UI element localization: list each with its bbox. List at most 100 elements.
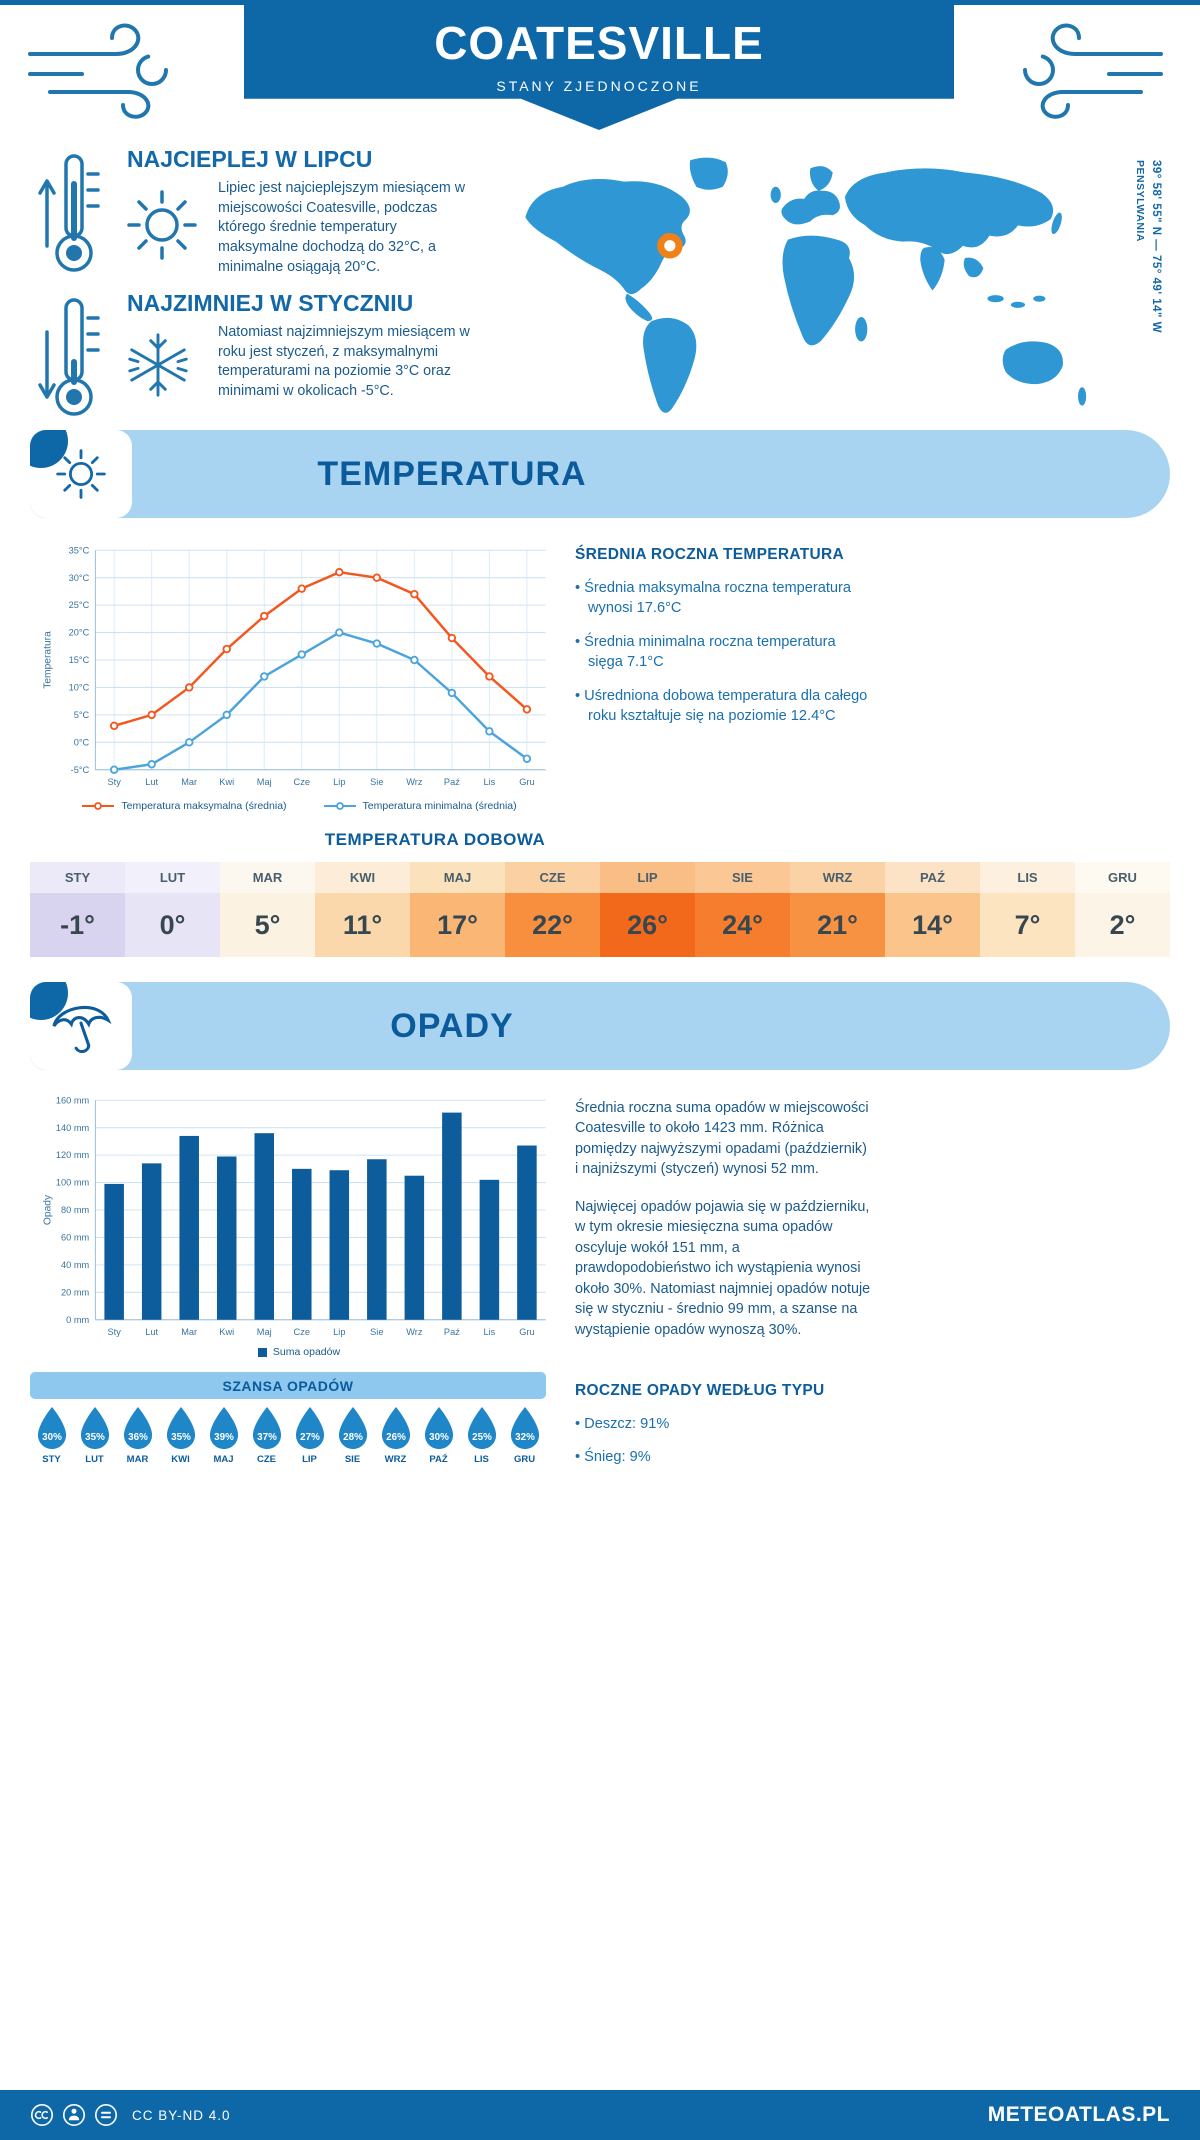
svg-text:Maj: Maj [257, 1327, 272, 1337]
daily-value-cell: 14° [885, 893, 980, 957]
header-banner: COATESVILLE STANY ZJEDNOCZONE [244, 0, 954, 130]
license-block: CC BY-ND 4.0 [30, 2103, 231, 2127]
chance-value: 26% [386, 1432, 406, 1443]
daily-value-cell: 0° [125, 893, 220, 957]
svg-text:Sty: Sty [107, 777, 121, 787]
chance-month-label: LIP [302, 1454, 317, 1465]
daily-month-cell: WRZ [790, 862, 885, 893]
page-subtitle: STANY ZJEDNOCZONE [496, 78, 702, 94]
precipitation-type-bullet: • Śnieg: 9% [575, 1449, 651, 1466]
chance-month-label: STY [42, 1454, 61, 1465]
chance-value: 37% [257, 1432, 277, 1443]
daily-value-cell: 22° [505, 893, 600, 957]
temperature-bullet: • Średnia minimalna roczna temperatura s… [575, 633, 836, 671]
svg-text:Lut: Lut [145, 777, 158, 787]
svg-text:5°C: 5°C [74, 710, 90, 720]
precipitation-chart-svg: 0 mm 20 mm 40 mm 60 mm 80 mm 100 mm 120 mm 140 … [42, 1095, 546, 1337]
water-drop-icon: 36% [123, 1406, 152, 1450]
chart-legend-item: Temperatura minimalna (średnia) [323, 800, 517, 812]
chance-value: 27% [300, 1432, 320, 1443]
daily-month-cell: LIP [600, 862, 695, 893]
precipitation-chart-legend: Suma opadów [40, 1346, 558, 1358]
cc-icon [31, 2104, 53, 2126]
chance-drops-row: 30% STY 35% LUT 36% MAR 35% KWI 39% MAJ 37% CZE 27% L… [30, 1406, 546, 1465]
bar [292, 1168, 312, 1320]
daily-value-cell: 17° [410, 893, 505, 957]
svg-text:20 mm: 20 mm [61, 1287, 89, 1297]
snowflake-icon [128, 333, 188, 397]
sun-icon [127, 190, 197, 260]
svg-text:Lis: Lis [483, 777, 495, 787]
bar [216, 1156, 237, 1320]
svg-text:-5°C: -5°C [71, 765, 90, 775]
svg-text:Cze: Cze [294, 1327, 310, 1337]
svg-text:Sty: Sty [107, 1327, 121, 1337]
bar [442, 1112, 462, 1320]
chance-value: 35% [85, 1432, 105, 1443]
daily-month-cell: PAŹ [885, 862, 980, 893]
svg-text:15°C: 15°C [69, 655, 90, 665]
region-label: PENSYLWANIA [1134, 160, 1146, 242]
wind-icon [1023, 23, 1163, 119]
chance-drop: 35% KWI [159, 1406, 202, 1465]
water-drop-icon: 32% [510, 1406, 539, 1450]
chance-value: 28% [343, 1432, 363, 1443]
daily-month-cell: LUT [125, 862, 220, 893]
svg-text:20°C: 20°C [69, 628, 90, 638]
water-drop-icon: 35% [166, 1406, 195, 1450]
chance-month-label: LUT [85, 1454, 104, 1465]
daily-month-cell: MAR [220, 862, 315, 893]
svg-text:120 mm: 120 mm [56, 1150, 90, 1160]
chance-value: 25% [472, 1432, 492, 1443]
water-drop-icon: 37% [252, 1406, 281, 1450]
bar [367, 1159, 387, 1320]
chance-month-label: WRZ [384, 1454, 407, 1465]
chance-drop: 27% LIP [288, 1406, 331, 1465]
temperature-banner-tile [30, 430, 132, 518]
chance-drop: 37% CZE [245, 1406, 288, 1465]
chance-value: 39% [214, 1432, 234, 1443]
temperature-bullets: • Średnia maksymalna roczna temperatura … [575, 578, 871, 727]
daily-month-cell: CZE [505, 862, 600, 893]
chance-value: 30% [42, 1432, 62, 1443]
bar [517, 1145, 537, 1320]
chance-drop: 35% LUT [73, 1406, 116, 1465]
svg-text:Gru: Gru [519, 1327, 534, 1337]
wind-icon [28, 23, 168, 119]
temperature-section-title: TEMPERATURA [317, 455, 587, 493]
warmest-text: Lipiec jest najcieplejszym miesiącem w m… [218, 180, 466, 275]
coldest-title: NAJZIMNIEJ W STYCZNIU [127, 290, 414, 316]
svg-text:Lut: Lut [145, 1327, 158, 1337]
chance-value: 32% [515, 1432, 535, 1443]
coldest-month-section: NAJZIMNIEJ W STYCZNIU Natomiast najzimni… [35, 290, 485, 432]
svg-text:Kwi: Kwi [219, 1327, 234, 1337]
attribution-person-icon [63, 2104, 85, 2126]
daily-value-cell: 11° [315, 893, 410, 957]
chance-month-label: MAR [126, 1454, 149, 1465]
daily-value-cell: 7° [980, 893, 1075, 957]
chance-of-precipitation-title: SZANSA OPADÓW [30, 1372, 546, 1399]
svg-text:Lis: Lis [483, 1327, 495, 1337]
page-title: COATESVILLE [434, 17, 764, 69]
chance-month-label: MAJ [213, 1454, 234, 1465]
svg-text:Mar: Mar [181, 777, 197, 787]
chance-value: 36% [128, 1432, 148, 1443]
chance-month-label: PAŹ [429, 1454, 448, 1465]
svg-text:10°C: 10°C [69, 683, 90, 693]
svg-text:Kwi: Kwi [219, 777, 234, 787]
water-drop-icon: 28% [338, 1406, 367, 1450]
temperature-bullet: • Uśredniona dobowa temperatura dla całe… [575, 687, 868, 725]
daily-month-cell: STY [30, 862, 125, 893]
chance-value: 30% [429, 1432, 449, 1443]
daily-month-cell: KWI [315, 862, 410, 893]
svg-text:Wrz: Wrz [406, 1327, 423, 1337]
svg-text:30°C: 30°C [69, 573, 90, 583]
bar [329, 1170, 350, 1320]
water-drop-icon: 35% [80, 1406, 109, 1450]
svg-text:Lip: Lip [333, 1327, 345, 1337]
warmest-month-section: NAJCIEPLEJ W LIPCU Lipiec jest najcieple… [35, 146, 485, 288]
world-map-graphic [525, 157, 1087, 413]
daily-month-cell: LIS [980, 862, 1075, 893]
svg-text:60 mm: 60 mm [61, 1233, 89, 1243]
